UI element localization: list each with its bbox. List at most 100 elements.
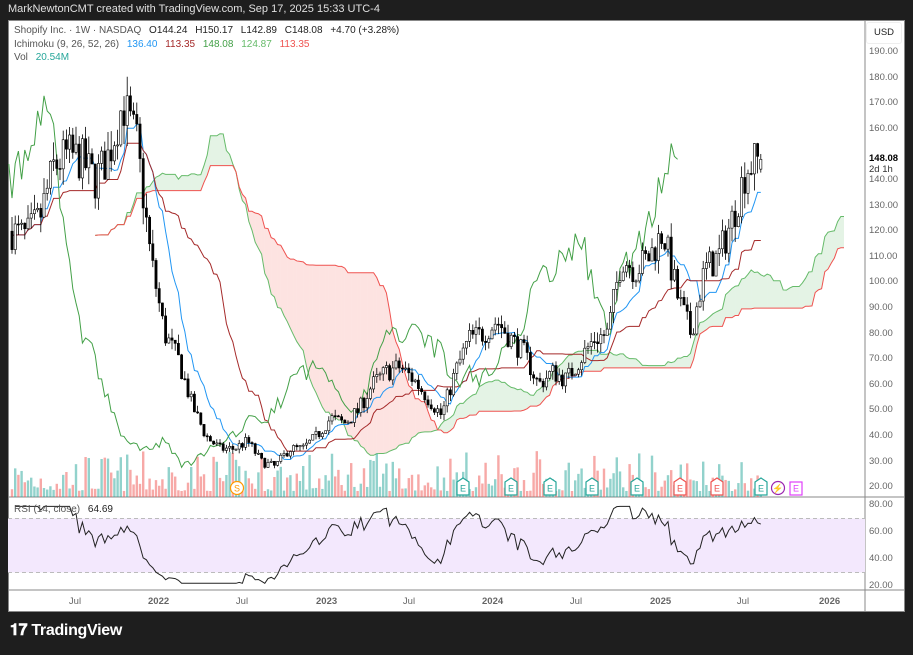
volume-legend[interactable]: Vol 20.54M — [14, 52, 74, 63]
volume-bar — [126, 454, 129, 497]
candle-body — [269, 460, 273, 463]
ichimoku-cloud-segment — [508, 385, 512, 412]
volume-bar — [234, 459, 238, 497]
candle-body — [704, 262, 708, 269]
earnings-marker[interactable]: E — [789, 481, 803, 496]
ichimoku-cloud-segment — [716, 310, 720, 327]
symbol-name[interactable]: Shopify Inc. · 1W · NASDAQ — [14, 25, 142, 36]
candle-body — [548, 371, 552, 379]
earnings-marker[interactable]: E — [710, 477, 724, 496]
volume-bar — [522, 480, 526, 497]
volume-bar — [474, 487, 478, 497]
ichimoku-cloud-segment — [181, 175, 185, 191]
ichimoku-cloud-segment — [668, 361, 672, 368]
volume-bar — [570, 490, 574, 497]
candle-body — [624, 265, 628, 273]
volume-bar — [580, 468, 583, 497]
ichimoku-cloud-segment — [748, 269, 752, 309]
ichimoku-cloud-segment — [735, 285, 739, 316]
ichimoku-legend[interactable]: Ichimoku (9, 26, 52, 26) 136.40 113.35 1… — [14, 39, 314, 50]
volume-bar — [209, 490, 212, 497]
ichimoku-cloud-segment — [178, 175, 182, 191]
earnings-marker[interactable]: E — [504, 477, 518, 496]
candle-body — [682, 297, 686, 306]
ichimoku-cloud-segment — [293, 259, 297, 342]
volume-bar — [398, 468, 401, 497]
ichimoku-cloud-segment — [351, 272, 355, 441]
earnings-marker[interactable]: E — [673, 477, 687, 496]
time-tick: Jul — [68, 596, 82, 607]
candle-body — [666, 236, 670, 250]
candle-body — [97, 163, 100, 199]
candle-body — [100, 150, 104, 164]
volume-bar — [734, 489, 737, 497]
ichimoku-cloud-segment — [815, 253, 819, 293]
ichimoku-cloud-segment — [802, 278, 806, 309]
ichimoku-cloud-segment — [226, 150, 230, 166]
ichimoku-cloud-segment — [415, 398, 419, 437]
ichimoku-kijun-line — [11, 142, 761, 452]
candle-body — [48, 160, 52, 189]
tradingview-logo[interactable]: 𝟏𝟕 TradingView — [10, 622, 122, 640]
ichimoku-cloud-segment — [728, 288, 732, 318]
volume-bar — [426, 482, 430, 497]
candle-body — [145, 207, 148, 218]
earnings-marker[interactable]: E — [585, 477, 599, 496]
ichimoku-cloud-segment — [652, 365, 656, 368]
volume-bar — [247, 478, 250, 497]
ichimoku-cloud-segment — [741, 278, 745, 309]
split-marker[interactable]: S — [229, 480, 245, 496]
ichimoku-cloud-segment — [744, 274, 748, 309]
candle-body — [637, 273, 641, 282]
candle-body — [628, 265, 632, 268]
volume-bar — [23, 482, 26, 497]
candle-body — [311, 434, 315, 441]
ichimoku-cloud-segment — [824, 232, 828, 272]
volume-bar — [647, 489, 650, 497]
candle-body — [225, 447, 228, 451]
currency-button[interactable]: USD — [866, 22, 902, 44]
volume-bar — [494, 479, 497, 497]
ichimoku-cloud-segment — [370, 272, 374, 456]
candle-body — [288, 451, 292, 457]
earnings-marker[interactable]: E — [754, 477, 768, 496]
candle-body — [237, 443, 241, 450]
candle-body — [567, 367, 571, 374]
candle-body — [669, 236, 673, 281]
price-tick: 20.00 — [869, 481, 893, 493]
candle-body — [708, 251, 712, 263]
candle-body — [506, 333, 510, 347]
candle-body — [727, 227, 731, 254]
volume-bar — [497, 455, 500, 497]
earnings-icon — [754, 477, 768, 496]
earnings-marker[interactable]: E — [630, 477, 644, 496]
rsi-legend[interactable]: RSI (14, close) 64.69 — [14, 504, 118, 515]
volume-bar — [618, 471, 622, 497]
candle-body — [487, 338, 491, 343]
volume-bar — [254, 488, 257, 497]
ichimoku-cloud-segment — [792, 286, 796, 309]
dividend-marker[interactable]: ⚡ — [770, 480, 786, 496]
volume-bar — [110, 472, 113, 497]
ichimoku-cloud-segment — [204, 155, 208, 183]
volume-bar — [567, 462, 570, 497]
candle-body — [279, 454, 283, 462]
candle-body — [407, 367, 411, 374]
candle-body — [65, 139, 68, 150]
chart-frame[interactable] — [8, 20, 905, 612]
candle-body — [730, 210, 734, 229]
candle-body — [429, 404, 433, 409]
ichimoku-cloud-segment — [172, 174, 176, 191]
volume-bar — [394, 478, 398, 497]
earnings-marker[interactable]: E — [456, 477, 470, 496]
event-label: E — [677, 484, 683, 494]
ichimoku-cloud-segment — [328, 265, 332, 418]
ichimoku-cloud-segment — [367, 272, 371, 456]
earnings-marker[interactable]: E — [543, 477, 557, 496]
ichimoku-cloud-segment — [309, 265, 313, 387]
candle-body — [170, 337, 174, 341]
volume-bar — [369, 459, 372, 497]
candle-body — [605, 328, 609, 336]
ichimoku-cloud-segment — [242, 194, 246, 205]
